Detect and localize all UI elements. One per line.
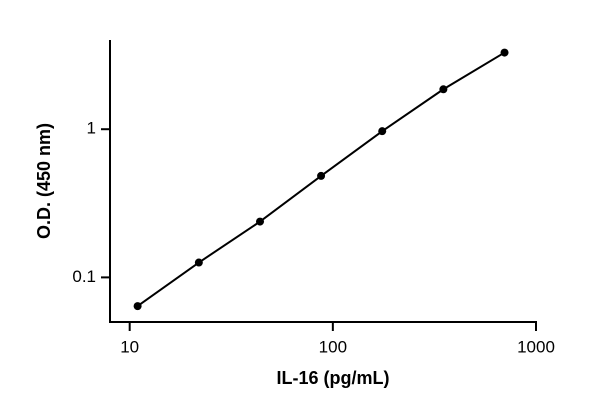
x-tick-label: 10 <box>120 337 139 356</box>
point <box>194 258 203 267</box>
point <box>256 217 265 226</box>
x-axis-label: IL-16 (pg/mL) <box>277 368 390 388</box>
point <box>378 127 387 136</box>
point <box>133 302 142 311</box>
y-tick-label: 0.1 <box>72 267 96 286</box>
point <box>317 171 326 180</box>
y-tick-label: 1 <box>87 119 96 138</box>
x-tick-label: 100 <box>319 337 347 356</box>
x-tick-label: 1000 <box>517 337 555 356</box>
point <box>500 48 509 57</box>
y-axis-label: O.D. (450 nm) <box>34 123 54 239</box>
point <box>439 85 448 94</box>
